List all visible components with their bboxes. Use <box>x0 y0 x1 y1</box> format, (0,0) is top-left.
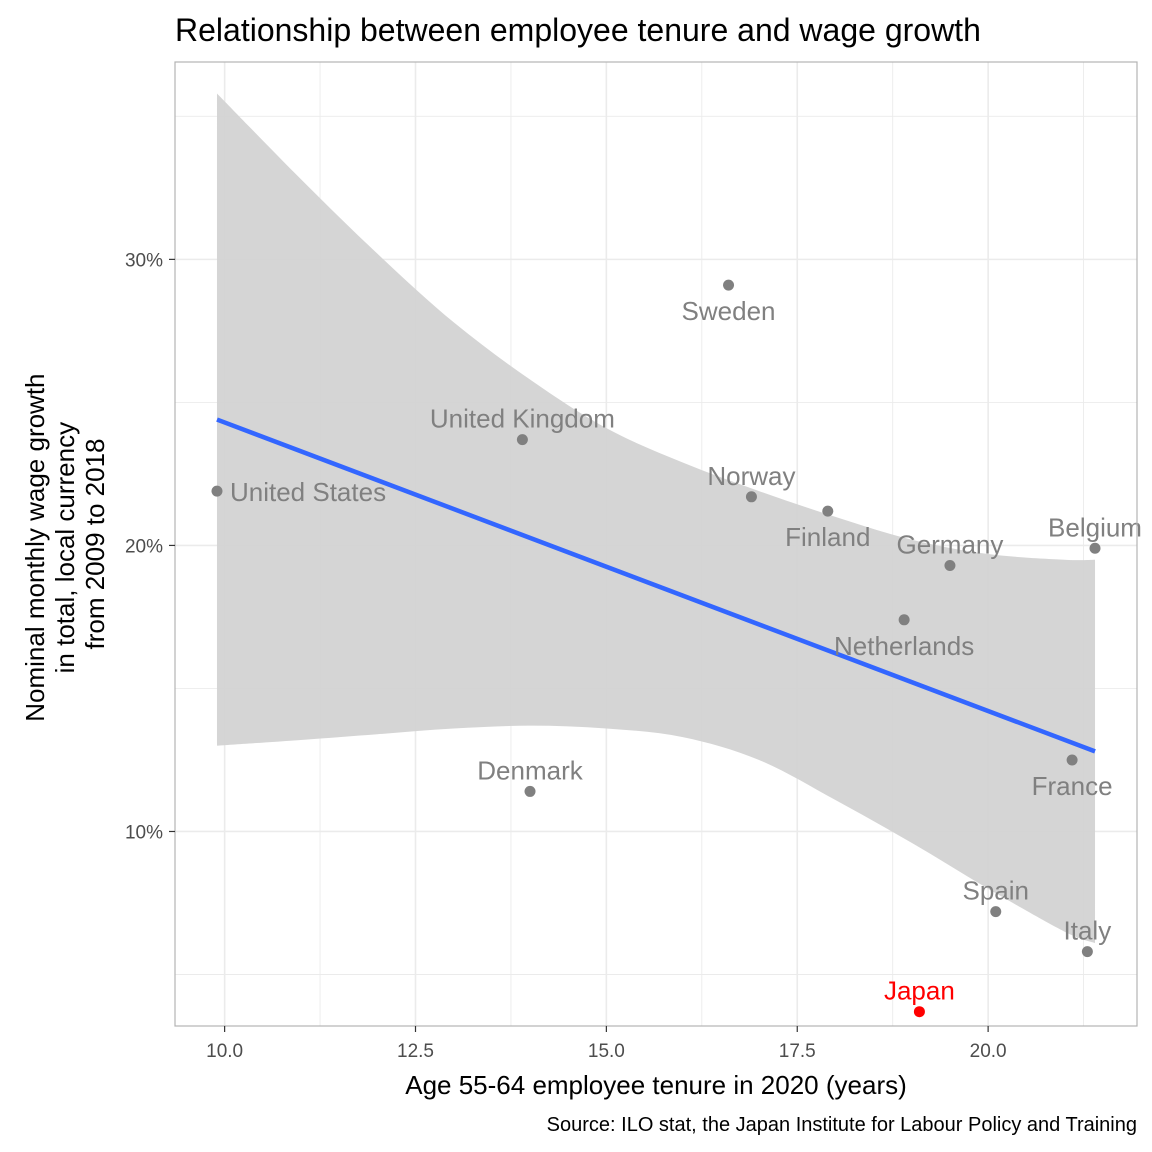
data-point-belgium <box>1089 542 1101 554</box>
point-label-united-kingdom: United Kingdom <box>430 404 615 434</box>
data-point-spain <box>990 906 1002 918</box>
x-tick-label-2: 15.0 <box>588 1041 625 1062</box>
x-axis-ticks: 10.0 12.5 15.0 17.5 20.0 <box>206 1026 1007 1062</box>
x-axis-title: Age 55-64 employee tenure in 2020 (years… <box>405 1070 907 1100</box>
y-axis-ticks: 10% 20% 30% <box>125 250 175 843</box>
y-axis-title-line-1: Nominal monthly wage growth <box>20 373 50 721</box>
confidence-band-layer <box>216 93 1096 944</box>
chart-caption: Source: ILO stat, the Japan Institute fo… <box>547 1114 1137 1136</box>
y-tick-label-0: 10% <box>125 822 163 843</box>
data-point-france <box>1066 754 1078 766</box>
data-point-sweden <box>723 279 735 291</box>
y-tick-label-1: 20% <box>125 536 163 557</box>
point-label-italy: Italy <box>1064 916 1112 946</box>
x-tick-label-0: 10.0 <box>206 1041 243 1062</box>
y-axis-title: Nominal monthly wage growth in total, lo… <box>20 366 110 722</box>
confidence-band <box>216 93 1096 944</box>
data-point-norway <box>745 491 757 503</box>
data-point-finland <box>822 505 834 517</box>
point-label-france: France <box>1032 771 1113 801</box>
x-tick-label-4: 20.0 <box>970 1041 1007 1062</box>
point-label-norway: Norway <box>707 461 795 491</box>
data-point-united-kingdom <box>516 434 528 446</box>
point-label-finland: Finland <box>785 522 870 552</box>
data-point-italy <box>1081 946 1093 958</box>
data-point-denmark <box>524 785 536 797</box>
point-label-netherlands: Netherlands <box>834 631 974 661</box>
point-label-spain: Spain <box>963 876 1030 906</box>
point-label-japan: Japan <box>884 976 955 1006</box>
point-label-belgium: Belgium <box>1048 512 1142 542</box>
point-labels-layer: United States United Kingdom Denmark Sweden… <box>230 296 1142 1006</box>
y-axis-title-line-2: in total, local currency <box>50 422 80 673</box>
data-point-united-states <box>211 485 223 497</box>
chart-title: Relationship between employee tenure and… <box>175 12 981 48</box>
data-points-layer <box>211 279 1101 1018</box>
point-label-germany: Germany <box>896 529 1003 559</box>
data-point-japan <box>913 1006 925 1018</box>
y-axis-title-line-3: from 2009 to 2018 <box>80 438 110 649</box>
y-tick-label-2: 30% <box>125 250 163 271</box>
data-point-netherlands <box>898 614 910 626</box>
data-point-germany <box>944 559 956 571</box>
fit-line-layer <box>216 417 1096 754</box>
x-tick-label-1: 12.5 <box>397 1041 434 1062</box>
panel-border <box>174 61 1138 1027</box>
fit-line <box>216 417 1096 754</box>
x-tick-label-3: 17.5 <box>779 1041 816 1062</box>
point-label-united-states: United States <box>230 477 386 507</box>
point-label-sweden: Sweden <box>682 296 776 326</box>
point-label-denmark: Denmark <box>477 755 583 785</box>
